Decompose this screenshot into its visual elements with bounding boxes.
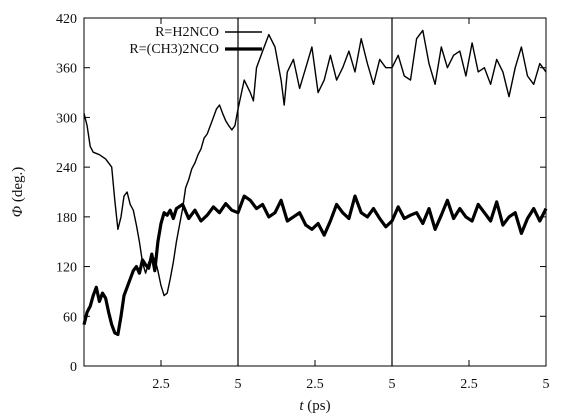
x-tick-label: 5 xyxy=(543,377,550,392)
x-tick-label: 5 xyxy=(235,377,242,392)
x-tick-label: 2.5 xyxy=(460,377,478,392)
y-tick-label: 420 xyxy=(56,12,77,27)
x-axis-label-unit: (ps) xyxy=(304,398,331,414)
y-tick-label: 300 xyxy=(56,111,77,126)
legend-label-h2nco: R=H2NCO xyxy=(155,25,219,40)
y-tick-label: 180 xyxy=(56,211,77,226)
x-axis-ticks: 2.5 5 2.5 5 2.5 5 xyxy=(152,18,550,392)
series-line-1 xyxy=(82,194,548,337)
x-tick-label: 2.5 xyxy=(306,377,324,392)
series-line-0 xyxy=(83,29,547,297)
y-axis-ticks: 0 60 120 180 240 300 360 420 xyxy=(56,12,546,375)
y-tick-label: 120 xyxy=(56,261,77,276)
x-tick-label: 5 xyxy=(389,377,396,392)
legend: R=H2NCO R=(CH3)2NCO xyxy=(129,25,262,57)
y-tick-label: 0 xyxy=(70,360,77,375)
y-tick-label: 60 xyxy=(63,310,77,325)
y-tick-label: 360 xyxy=(56,62,77,77)
legend-label-ch3-2nco: R=(CH3)2NCO xyxy=(129,42,219,57)
x-axis-label: t (ps) xyxy=(299,398,330,414)
y-tick-label: 240 xyxy=(56,161,77,176)
x-axis-label-variable: t xyxy=(299,398,304,414)
y-axis-label-unit: (deg.) xyxy=(10,167,26,206)
x-tick-label: 2.5 xyxy=(152,377,170,392)
y-axis-label-variable: Φ xyxy=(10,205,26,217)
segment-boundaries xyxy=(237,18,393,366)
series-layer xyxy=(82,29,548,337)
y-axis-label: Φ (deg.) xyxy=(10,167,26,218)
